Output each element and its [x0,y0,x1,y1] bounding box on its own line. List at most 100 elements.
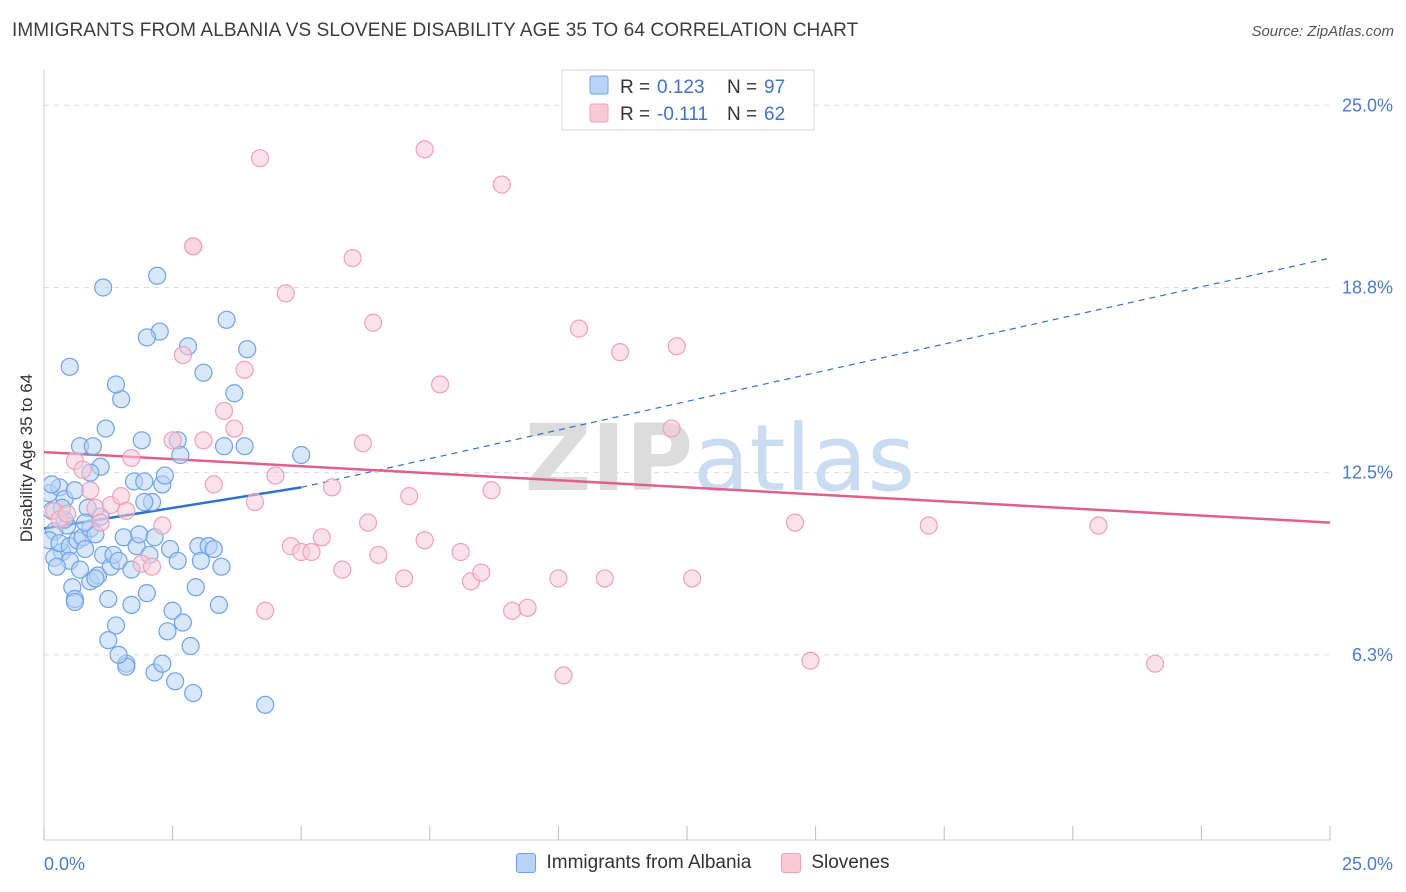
point-slovenes-31 [322,478,342,497]
point-albania-75 [94,278,113,297]
point-slovenes-16 [173,345,192,365]
legend-n-value-slovenes: 62 [764,104,785,125]
point-slovenes-48 [549,569,568,588]
correlation-legend: R = 0.123 N = 97 R = -0.111 N = 62 [561,69,815,131]
point-albania-79 [181,636,200,656]
point-albania-39 [130,525,149,544]
point-albania-69 [225,384,244,403]
point-slovenes-25 [266,466,285,485]
chart-title: IMMIGRANTS FROM ALBANIA VS SLOVENE DISAB… [12,20,859,41]
y-tick-label-1: 12.5% [1342,463,1393,483]
point-slovenes-26 [276,284,295,303]
point-albania-74 [60,357,79,376]
point-albania-90 [65,592,84,612]
point-albania-32 [109,551,128,570]
point-albania-77 [106,375,126,394]
point-albania-73 [292,445,311,465]
point-slovenes-53 [662,419,681,438]
point-slovenes-7 [91,513,110,532]
point-slovenes-37 [369,545,388,565]
point-slovenes-32 [333,560,352,579]
point-slovenes-63 [415,140,434,159]
legend-swatch-albania-bottom [516,853,537,873]
point-albania-93 [135,492,154,512]
y-tick-label-3: 25.0% [1342,95,1393,115]
y-axis-title: Disability Age 35 to 64 [17,374,36,542]
point-albania-14 [65,481,84,500]
point-albania-86 [153,654,172,673]
point-slovenes-22 [235,360,254,379]
point-slovenes-56 [785,513,805,532]
point-albania-28 [99,589,118,609]
legend-n-value-albania: 97 [764,77,785,98]
point-albania-96 [109,645,128,664]
point-albania-85 [122,595,141,614]
series-legend: Immigrants from Albania Slovenes [0,852,1406,874]
point-albania-66 [212,557,231,576]
point-slovenes-49 [554,666,573,685]
point-slovenes-14 [153,516,172,535]
point-slovenes-54 [667,337,686,356]
legend-r-label-slovenes: R = [620,104,650,125]
legend-item-slovenes[interactable]: Slovenes [781,852,890,874]
legend-r-value-slovenes: -0.111 [657,104,708,125]
x-tick-label-0: 0.0% [44,854,85,874]
point-slovenes-35 [358,513,378,532]
point-albania-72 [256,695,275,714]
point-albania-40 [132,431,151,450]
point-slovenes-60 [1146,654,1165,673]
point-albania-55 [171,445,190,465]
point-slovenes-42 [451,542,470,562]
point-slovenes-40 [415,531,434,550]
point-slovenes-30 [312,528,331,547]
point-slovenes-13 [142,557,162,576]
y-tick-label-0: 6.3% [1352,645,1393,665]
trend-line-slovenes [44,450,1331,524]
point-albania-61 [191,551,210,570]
point-slovenes-38 [394,569,414,588]
point-slovenes-4 [73,460,92,479]
point-albania-49 [155,466,174,485]
watermark: ZIPatlas [525,405,916,512]
chart-source: Source: ZipAtlas.com [1251,23,1394,40]
point-slovenes-36 [364,313,383,332]
legend-item-albania[interactable]: Immigrants from Albania [516,852,751,874]
point-slovenes-20 [214,401,234,421]
point-albania-64 [204,539,223,559]
point-slovenes-62 [250,149,270,168]
point-albania-82 [70,560,90,579]
point-slovenes-51 [595,569,614,588]
point-slovenes-10 [117,501,136,520]
point-albania-76 [137,328,156,347]
point-albania-41 [135,472,154,491]
point-slovenes-11 [122,448,141,468]
point-albania-46 [148,266,167,285]
point-albania-22 [83,437,102,456]
point-slovenes-15 [163,431,182,450]
legend-label-albania: Immigrants from Albania [546,852,752,873]
legend-label-slovenes: Slovenes [811,852,890,873]
point-slovenes-47 [518,598,537,617]
point-slovenes-18 [194,431,213,450]
point-albania-84 [99,631,118,650]
point-albania-88 [47,557,66,576]
legend-n-label-slovenes: N = [727,104,757,125]
point-albania-62 [194,363,213,382]
point-albania-42 [137,584,156,603]
point-albania-71 [238,340,257,359]
point-slovenes-46 [503,601,522,620]
legend-swatch-slovenes-bottom [781,853,802,873]
legend-n-label-albania: N = [727,77,757,98]
grid-lines [44,104,1330,656]
point-slovenes-34 [353,434,373,453]
point-albania-91 [76,513,95,532]
point-slovenes-23 [245,492,265,512]
legend-r-value-albania: 0.123 [657,77,705,98]
point-albania-95 [44,475,61,494]
point-slovenes-44 [472,563,491,582]
x-tick-label-1: 25.0% [1342,854,1393,874]
point-slovenes-65 [184,237,203,256]
point-slovenes-59 [1089,516,1108,535]
point-albania-81 [86,569,105,588]
